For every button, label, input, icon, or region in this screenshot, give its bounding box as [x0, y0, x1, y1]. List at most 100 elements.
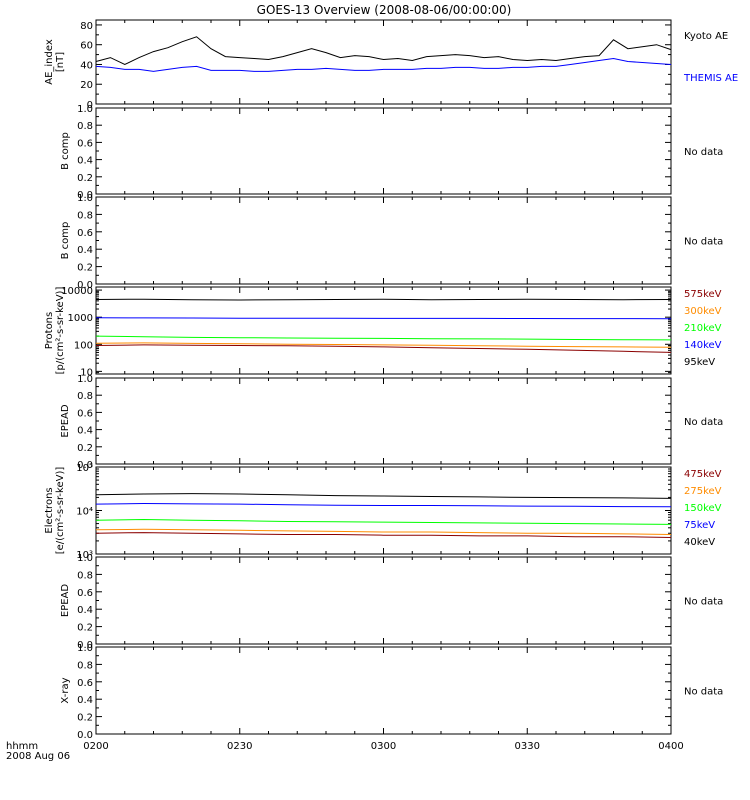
series-line-75kev — [95, 502, 672, 508]
series-line-140kev — [95, 317, 672, 320]
y-tick-label: 0.4 — [77, 156, 93, 167]
series-line-210kev — [95, 335, 672, 341]
series-line-575kev — [95, 344, 672, 353]
y-tick-label: 0.6 — [77, 678, 93, 689]
y-tick-label: 0.2 — [77, 263, 93, 274]
y-tick-label: 0.2 — [77, 713, 93, 724]
panel-6: 0.0 0.2 0.4 0.6 0.8 1.0 EPEAD No data — [60, 553, 723, 651]
y-tick-label: 0.2 — [77, 623, 93, 634]
panel-0: 0 20 40 60 80 AE_index[nT] Kyoto AE THEMIS AE — [44, 19, 738, 111]
panel-1: 0.0 0.2 0.4 0.6 0.8 1.0 B comp No data — [60, 104, 723, 201]
legend-label: THEMIS AE — [683, 73, 738, 84]
x-corner-label-hhmm: hhmm — [6, 741, 38, 752]
y-tick-label: 0 — [87, 100, 93, 111]
y-tick-label: 10000 — [61, 286, 93, 297]
y-tick-label: 1000 — [68, 313, 93, 324]
y-tick-label: 0.4 — [77, 605, 93, 616]
x-tick-label: 0200 — [83, 741, 108, 752]
legend-label: 575keV — [684, 289, 722, 300]
x-tick-label: 0230 — [227, 741, 252, 752]
y-axis-label: Protons[p/(cm²-s-sr-keV)] — [44, 287, 66, 375]
y-axis-label: AE_index[nT] — [44, 39, 66, 85]
series-line-475kev — [95, 532, 672, 538]
y-tick-label: 0.6 — [77, 138, 93, 149]
legend-label: 150keV — [684, 503, 722, 514]
no-data-label: No data — [684, 687, 723, 698]
series-line-kyoto-ae — [95, 36, 672, 66]
panel-frame — [95, 646, 672, 735]
panel-4: 0.0 0.2 0.4 0.6 0.8 1.0 EPEAD No data — [60, 374, 723, 471]
y-tick-label: 10³ — [76, 550, 93, 561]
no-data-label: No data — [684, 147, 723, 158]
legend-label: 75keV — [684, 520, 715, 531]
y-tick-label: 0.6 — [77, 588, 93, 599]
y-tick-label: 20 — [80, 80, 93, 91]
y-tick-label: 60 — [80, 41, 93, 52]
y-tick-label: 0.8 — [77, 210, 93, 221]
legend-label: 95keV — [684, 357, 715, 368]
y-tick-label: 0.0 — [77, 190, 93, 201]
panel-frame — [95, 19, 672, 105]
legend-label: Kyoto AE — [684, 31, 728, 42]
y-tick-label: 0.2 — [77, 443, 93, 454]
no-data-label: No data — [684, 597, 723, 608]
legend-label: 40keV — [684, 537, 715, 548]
y-tick-label: 0.8 — [77, 570, 93, 581]
figure-title: GOES-13 Overview (2008-08-06/00:00:00) — [257, 3, 512, 17]
panels-group: 0 20 40 60 80 AE_index[nT] Kyoto AE THEMIS AE 0.… — [44, 19, 738, 741]
y-tick-label: 1.0 — [77, 643, 93, 654]
x-tick-label: 0400 — [658, 741, 683, 752]
y-tick-label: 0.0 — [77, 460, 93, 471]
x-tick-label: 0300 — [371, 741, 396, 752]
x-corner-label-date: 2008 Aug 06 — [6, 751, 70, 762]
y-tick-label: 0.0 — [77, 640, 93, 651]
no-data-label: No data — [684, 417, 723, 428]
y-axis-label: B comp — [60, 132, 71, 170]
legend-label: 300keV — [684, 306, 722, 317]
y-tick-label: 10⁴ — [76, 507, 93, 518]
y-tick-label: 0.6 — [77, 408, 93, 419]
y-axis-label: EPEAD — [60, 584, 71, 618]
series-line-150kev — [95, 518, 672, 525]
y-tick-label: 0.6 — [77, 228, 93, 239]
legend-label: 475keV — [684, 469, 722, 480]
legend-label: 275keV — [684, 486, 722, 497]
panel-7: 0.0 0.2 0.4 0.6 0.8 1.0 X-ray No data — [60, 643, 723, 741]
y-tick-label: 80 — [80, 21, 93, 32]
series-line-300kev — [95, 342, 672, 348]
y-tick-label: 10 — [80, 367, 93, 378]
y-axis-label: Electrons[e/(cm²-s-sr-keV)] — [44, 467, 66, 555]
panel-2: 0.0 0.2 0.4 0.6 0.8 1.0 B comp No data — [60, 193, 723, 291]
y-tick-label: 0.2 — [77, 173, 93, 184]
y-tick-label: 0.0 — [77, 280, 93, 291]
y-tick-label: 1.0 — [77, 374, 93, 385]
y-tick-label: 40 — [80, 60, 93, 71]
y-tick-label: 100 — [74, 340, 93, 351]
series-line-275kev — [95, 528, 672, 535]
y-tick-label: 10⁵ — [76, 463, 93, 474]
y-tick-label: 0.0 — [77, 730, 93, 741]
y-tick-label: 0.8 — [77, 121, 93, 132]
y-tick-label: 1.0 — [77, 193, 93, 204]
panel-frame — [95, 377, 672, 465]
panel-frame — [95, 466, 672, 555]
x-tick-label: 0330 — [515, 741, 540, 752]
x-axis: 0200 0230 0300 0330 0400 — [83, 741, 683, 752]
y-tick-label: 0.8 — [77, 391, 93, 402]
legend-label: 140keV — [684, 340, 722, 351]
legend-label: 210keV — [684, 323, 722, 334]
series-line-40kev — [95, 493, 672, 499]
panel-frame — [95, 556, 672, 645]
y-tick-label: 0.8 — [77, 660, 93, 671]
panel-frame — [95, 107, 672, 195]
series-line-themis-ae — [95, 57, 672, 72]
panel-5: 10³ 10⁴ 10⁵ Electrons[e/(cm²-s-sr-keV)] 475k… — [44, 463, 722, 561]
panel-frame — [95, 196, 672, 285]
series-line-95kev — [95, 298, 672, 301]
no-data-label: No data — [684, 237, 723, 248]
y-tick-label: 0.4 — [77, 695, 93, 706]
y-axis-label: X-ray — [60, 677, 71, 703]
y-tick-label: 1.0 — [77, 553, 93, 564]
